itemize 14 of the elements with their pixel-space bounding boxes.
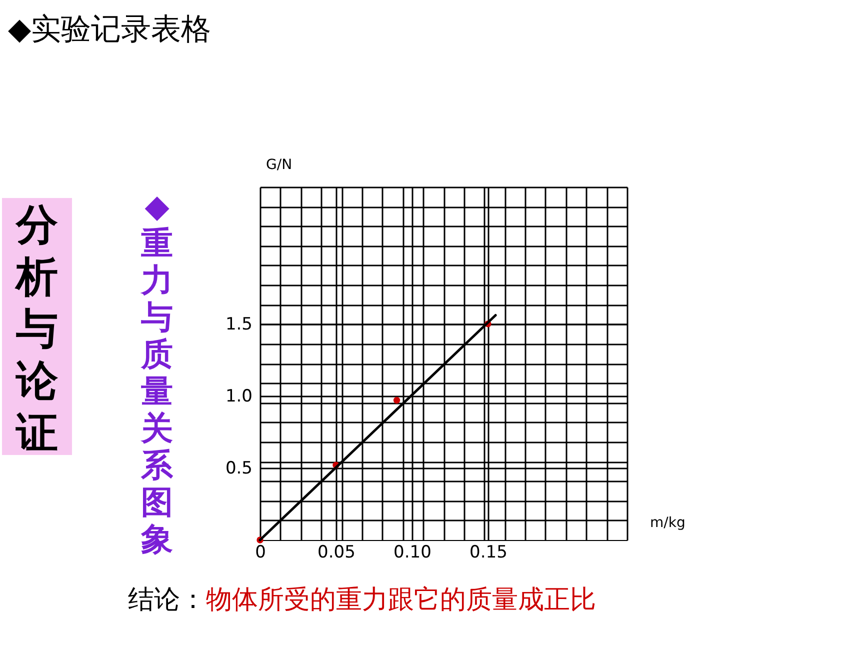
chart-title: ◆实验记录表格 [8,12,212,47]
text: 结论：物体所受的重力跟它的质量成正比 [128,585,596,615]
text: 分析与论证 [14,200,59,457]
x-tick-label: 0.10 [394,542,432,562]
x-axis-title: m/kg [650,515,686,531]
y-tick-label: 1.5 [225,314,252,334]
text: ◆重力与质量关系图象 [141,187,173,558]
y-axis-title: G/N [266,157,292,173]
y-tick-label: 0.5 [225,458,252,478]
y-tick-label: 1.0 [225,386,252,406]
x-tick-label: 0.05 [318,542,356,562]
point [393,396,400,404]
x-tick-label: 0 [255,542,266,562]
x-tick-label: 0.15 [470,542,508,562]
